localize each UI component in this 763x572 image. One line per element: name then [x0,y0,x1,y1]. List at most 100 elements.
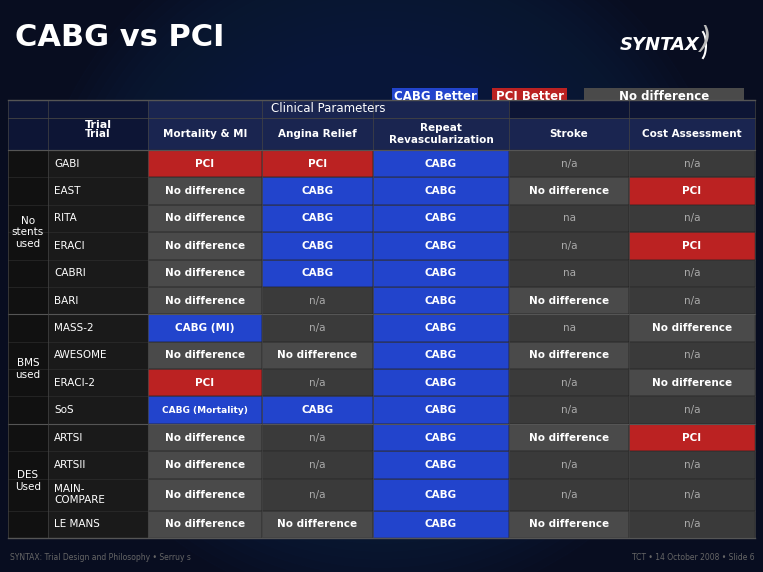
Bar [509,341,629,369]
Text: n/a: n/a [684,268,700,278]
Text: LE MANS: LE MANS [54,519,100,529]
Text: No difference: No difference [165,296,245,305]
Text: No difference: No difference [652,378,732,388]
Text: Trial: Trial [85,129,111,139]
Bar [148,511,262,538]
Text: No difference: No difference [165,351,245,360]
Bar [148,341,262,369]
Text: ERACI: ERACI [54,241,85,251]
Bar [262,396,373,424]
Bar [148,205,262,232]
Bar [8,315,48,424]
Text: CABG: CABG [425,268,457,278]
Bar [8,150,48,315]
Text: Clinical Parameters: Clinical Parameters [272,102,386,116]
Text: n/a: n/a [684,213,700,224]
Text: Mortality & MI: Mortality & MI [163,129,247,139]
Text: CABRI: CABRI [54,268,85,278]
Text: No difference: No difference [652,323,732,333]
Bar [262,205,373,232]
Bar [262,232,373,260]
Bar [629,315,755,341]
Bar [629,396,755,424]
Bar [629,118,755,150]
Bar [509,150,629,177]
Bar [262,287,373,315]
Bar [262,150,373,177]
Text: Stroke: Stroke [549,129,588,139]
Bar [509,287,629,315]
Bar [262,511,373,538]
Bar [148,369,262,396]
Text: CABG vs PCI: CABG vs PCI [15,23,224,53]
Text: PCI: PCI [682,241,701,251]
Bar [48,424,148,451]
Text: MAIN-
COMPARE: MAIN- COMPARE [54,484,105,506]
Text: ): ) [700,26,712,54]
Text: CABG: CABG [425,378,457,388]
Bar [629,369,755,396]
Text: CABG: CABG [425,460,457,470]
Bar [509,369,629,396]
Text: PCI: PCI [195,158,214,169]
Bar [262,177,373,205]
Bar [373,287,509,315]
Bar [8,118,48,150]
Bar [373,451,509,479]
Bar [8,100,148,118]
Text: EAST: EAST [54,186,81,196]
Text: No difference: No difference [165,268,245,278]
Text: CABG: CABG [301,405,333,415]
Text: CABG: CABG [301,213,333,224]
Text: CABG: CABG [425,405,457,415]
Text: CABG: CABG [425,519,457,529]
Text: n/a: n/a [684,351,700,360]
Bar [373,511,509,538]
Bar [373,396,509,424]
Bar [373,341,509,369]
Text: n/a: n/a [684,405,700,415]
Text: n/a: n/a [684,296,700,305]
Text: Angina Relief: Angina Relief [278,129,357,139]
Text: n/a: n/a [309,296,326,305]
Text: No difference: No difference [165,213,245,224]
Bar [629,511,755,538]
Text: AWESOME: AWESOME [54,351,108,360]
Bar [373,118,509,150]
Text: No difference: No difference [278,519,358,529]
Bar [262,369,373,396]
Bar [629,205,755,232]
Text: No difference: No difference [165,460,245,470]
Bar [262,424,373,451]
Text: CABG: CABG [425,351,457,360]
Text: n/a: n/a [561,405,578,415]
Text: No difference: No difference [278,351,358,360]
Text: No difference: No difference [165,186,245,196]
Bar [262,260,373,287]
Text: CABG Better: CABG Better [394,89,476,102]
Text: No difference: No difference [165,519,245,529]
Bar [48,177,148,205]
Bar [8,100,755,538]
Bar [48,287,148,315]
Text: PCI: PCI [195,378,214,388]
Text: No difference: No difference [529,186,609,196]
Text: No difference: No difference [529,351,609,360]
Text: CABG: CABG [425,186,457,196]
Text: SYNTAX: Trial Design and Philosophy • Serruy s: SYNTAX: Trial Design and Philosophy • Se… [10,554,191,562]
Bar [262,315,373,341]
Text: n/a: n/a [684,460,700,470]
Bar [148,424,262,451]
Bar [509,511,629,538]
Text: No difference: No difference [529,432,609,443]
Text: n/a: n/a [561,490,578,499]
Bar [629,150,755,177]
Bar [392,88,478,104]
Bar [373,260,509,287]
Text: na: na [562,213,575,224]
Bar [509,232,629,260]
Bar [48,118,148,150]
Bar [629,232,755,260]
Bar [148,260,262,287]
Text: No difference: No difference [529,296,609,305]
